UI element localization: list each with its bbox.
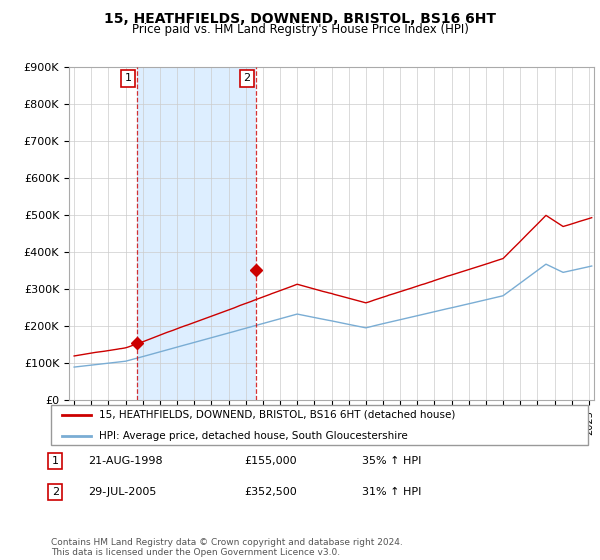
Text: 21-AUG-1998: 21-AUG-1998 xyxy=(89,456,163,466)
Text: 31% ↑ HPI: 31% ↑ HPI xyxy=(362,487,422,497)
Text: 15, HEATHFIELDS, DOWNEND, BRISTOL, BS16 6HT (detached house): 15, HEATHFIELDS, DOWNEND, BRISTOL, BS16 … xyxy=(100,410,456,420)
Text: £352,500: £352,500 xyxy=(244,487,297,497)
Text: £155,000: £155,000 xyxy=(244,456,297,466)
Text: 29-JUL-2005: 29-JUL-2005 xyxy=(89,487,157,497)
Text: 2: 2 xyxy=(52,487,59,497)
Text: 1: 1 xyxy=(52,456,59,466)
Text: 35% ↑ HPI: 35% ↑ HPI xyxy=(362,456,422,466)
Text: 2: 2 xyxy=(244,73,251,83)
Text: 15, HEATHFIELDS, DOWNEND, BRISTOL, BS16 6HT: 15, HEATHFIELDS, DOWNEND, BRISTOL, BS16 … xyxy=(104,12,496,26)
Text: HPI: Average price, detached house, South Gloucestershire: HPI: Average price, detached house, Sout… xyxy=(100,431,408,441)
Text: Contains HM Land Registry data © Crown copyright and database right 2024.
This d: Contains HM Land Registry data © Crown c… xyxy=(51,538,403,557)
Text: Price paid vs. HM Land Registry's House Price Index (HPI): Price paid vs. HM Land Registry's House … xyxy=(131,23,469,36)
Text: 1: 1 xyxy=(125,73,131,83)
Bar xyxy=(137,67,256,400)
FancyBboxPatch shape xyxy=(51,405,588,445)
